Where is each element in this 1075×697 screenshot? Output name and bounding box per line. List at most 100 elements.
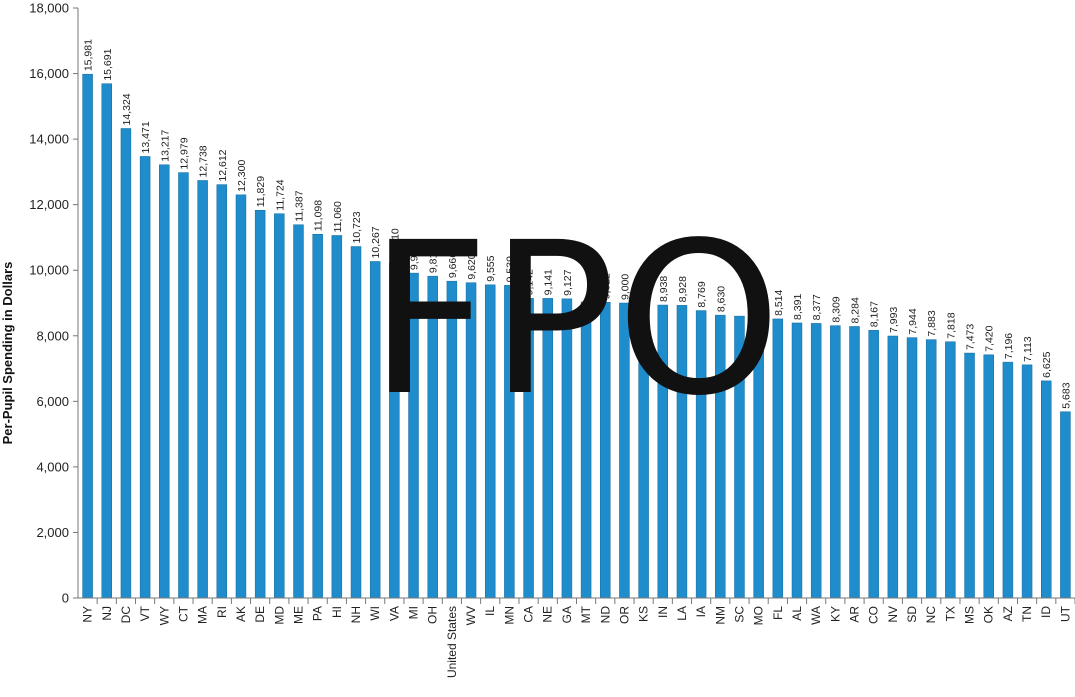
- bar: [906, 337, 918, 599]
- data-label: 11,724: [274, 179, 286, 210]
- data-label: 9,666: [447, 252, 459, 278]
- y-tick-label: 6,000: [36, 394, 69, 409]
- x-tick-label: AZ: [1001, 606, 1015, 621]
- data-label: 13,471: [140, 121, 152, 153]
- x-tick-label: ID: [1039, 606, 1053, 618]
- bar: [331, 235, 343, 599]
- data-label: 8,391: [792, 294, 804, 320]
- bar: [101, 83, 112, 599]
- data-label: 6,625: [1041, 351, 1053, 377]
- data-label: 12,300: [236, 160, 248, 192]
- x-tick-label: TN: [1020, 606, 1034, 622]
- bar: [82, 73, 93, 599]
- data-label: 7,944: [907, 308, 919, 334]
- y-tick-label: 14,000: [29, 132, 69, 147]
- x-tick-label: IA: [694, 606, 708, 617]
- bar: [868, 330, 879, 599]
- data-label: 15,691: [102, 48, 114, 80]
- x-tick-label: CT: [176, 605, 190, 622]
- data-label: 15,981: [83, 39, 95, 71]
- x-tick-label: CO: [867, 606, 881, 624]
- x-tick-label: MI: [407, 606, 421, 619]
- x-tick-label: TX: [943, 606, 957, 621]
- bar: [120, 128, 132, 599]
- data-label: 9,127: [562, 269, 574, 295]
- data-label: 8,309: [830, 296, 842, 322]
- data-label: 8,938: [658, 276, 670, 302]
- x-tick-label: AR: [848, 606, 862, 623]
- bar: [945, 341, 956, 599]
- x-tick-label: OR: [617, 606, 631, 624]
- bar: [293, 224, 304, 599]
- data-label: 14,324: [121, 93, 133, 125]
- x-tick-label: NY: [81, 606, 95, 623]
- x-tick-label: MD: [272, 606, 286, 625]
- y-tick-label: 8,000: [36, 328, 69, 343]
- data-label: 9,000: [619, 274, 631, 300]
- data-labels-group: 15,981 15,691 14,324 13,471 13,217 12,979 12,7…: [83, 39, 1073, 409]
- bar: [830, 325, 841, 599]
- bar: [1041, 380, 1052, 599]
- data-label: 7,818: [945, 312, 957, 338]
- data-label: 8,167: [869, 301, 881, 327]
- x-tick-label: PA: [311, 606, 325, 621]
- x-tick-label: VT: [138, 605, 152, 621]
- x-tick-label: MT: [579, 605, 593, 623]
- bar: [235, 194, 247, 599]
- bar: [274, 213, 285, 599]
- x-tick-label: VA: [387, 606, 401, 621]
- x-tick-label: OH: [426, 606, 440, 624]
- bar: [887, 335, 899, 599]
- y-tick-label: 12,000: [29, 197, 69, 212]
- bar: [254, 210, 266, 599]
- x-tick-label: IN: [656, 606, 670, 618]
- data-label: 11,387: [293, 190, 305, 221]
- x-tick-label: CA: [522, 606, 536, 623]
- x-tick-label: GA: [560, 606, 574, 623]
- data-label: 8,928: [677, 276, 689, 302]
- data-label: 8,769: [696, 281, 708, 307]
- y-tick-label: 16,000: [29, 66, 69, 81]
- data-label: 9,555: [485, 255, 497, 281]
- x-tick-label: ND: [598, 606, 612, 624]
- data-label: 7,993: [888, 307, 900, 333]
- bar: [159, 164, 170, 599]
- y-tick-label: 4,000: [36, 459, 69, 474]
- data-label: 11,098: [313, 200, 325, 231]
- y-tick-label: 10,000: [29, 263, 69, 278]
- bar: [791, 322, 803, 599]
- data-label: 8,630: [715, 286, 727, 312]
- data-label: 9,620: [466, 253, 478, 279]
- data-label: 11,060: [332, 201, 344, 232]
- data-label: 9,539: [504, 256, 516, 282]
- data-label: 7,883: [926, 310, 938, 336]
- x-tick-label: HI: [330, 606, 344, 618]
- x-tick-label: LA: [675, 606, 689, 621]
- bar: [139, 156, 151, 599]
- bar: [983, 354, 994, 599]
- data-label: 11,829: [255, 176, 267, 207]
- x-tick-label: United States: [445, 606, 459, 678]
- bars-group: [82, 73, 1071, 599]
- y-axis: 0 2,000 4,000 6,000 8,000 10,000 12,000 14,000 1…: [29, 1, 79, 606]
- data-label: 9,912: [409, 244, 421, 270]
- data-label: 8,284: [850, 297, 862, 323]
- y-tick-label: 2,000: [36, 525, 69, 540]
- data-label: 12,979: [178, 137, 190, 169]
- x-tick-label: NJ: [100, 606, 114, 621]
- x-tick-label: DE: [253, 606, 267, 623]
- x-tick-label: WA: [809, 606, 823, 625]
- data-label: 9,141: [543, 269, 555, 295]
- x-tick-label: WY: [157, 606, 171, 625]
- data-label: 7,473: [965, 324, 977, 350]
- data-label: 9,022: [600, 273, 612, 299]
- data-label: 9,819: [428, 247, 440, 273]
- x-tick-label: KY: [828, 606, 842, 622]
- data-label: 10,210: [389, 228, 401, 260]
- data-label: 13,217: [159, 130, 171, 162]
- x-tick-label: DC: [119, 606, 133, 624]
- bar: [312, 233, 323, 599]
- data-label: 10,723: [351, 211, 363, 243]
- fpo-watermark: FPO: [369, 197, 782, 442]
